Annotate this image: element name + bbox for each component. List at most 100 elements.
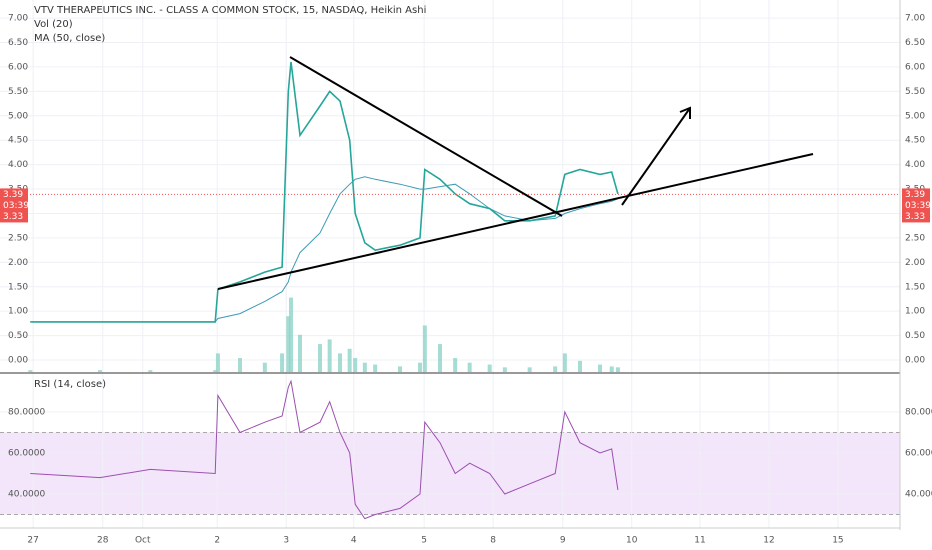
volume-bar bbox=[398, 366, 402, 372]
rsi-band bbox=[0, 432, 900, 515]
y-tick-label: 6.00 bbox=[905, 62, 925, 72]
volume-bar bbox=[318, 344, 322, 372]
volume-bar bbox=[453, 358, 458, 372]
volume-bar bbox=[502, 367, 507, 372]
x-tick-label: 8 bbox=[490, 536, 496, 546]
rsi-title: RSI (14, close) bbox=[34, 379, 106, 390]
x-tick-label: 15 bbox=[832, 536, 843, 546]
volume-bar bbox=[262, 362, 267, 372]
y-tick-label-left: 2.00 bbox=[8, 258, 28, 268]
x-tick-label: 9 bbox=[560, 536, 566, 546]
volume-bar bbox=[467, 362, 472, 372]
volume-bar bbox=[527, 367, 532, 372]
volume-bar bbox=[609, 366, 614, 372]
volume-bar bbox=[289, 297, 294, 372]
y-tick-label-left: 6.50 bbox=[8, 38, 28, 48]
last-price-label: 3.39 bbox=[3, 190, 23, 200]
y-tick-label: 7.00 bbox=[905, 14, 925, 24]
volume-bar bbox=[28, 370, 33, 372]
x-tick-label: Oct bbox=[135, 536, 151, 546]
x-tick-label: 10 bbox=[626, 536, 638, 546]
y-tick-label-left: 5.00 bbox=[8, 111, 28, 121]
volume-bar bbox=[615, 367, 620, 372]
volume-bar bbox=[598, 364, 602, 372]
volume-bar bbox=[298, 334, 302, 372]
legend-ma: MA (50, close) bbox=[34, 33, 105, 44]
arrow-line bbox=[621, 107, 691, 206]
y-tick-label: 4.00 bbox=[905, 160, 925, 170]
volume-bar bbox=[353, 358, 358, 372]
series-line bbox=[30, 379, 619, 520]
y-tick-label-left: 5.50 bbox=[8, 87, 28, 97]
last-price-label: 3.39 bbox=[905, 190, 925, 200]
x-tick-label: 12 bbox=[763, 536, 774, 546]
series-line bbox=[30, 61, 619, 323]
x-tick-label: 27 bbox=[27, 536, 38, 546]
y-tick-label-left: 7.00 bbox=[8, 14, 28, 24]
volume-bar bbox=[215, 353, 220, 372]
drawings bbox=[217, 56, 814, 290]
volume-bar bbox=[98, 370, 102, 372]
x-tick-label: 4 bbox=[351, 536, 357, 546]
y-tick-label-left: 80.0000 bbox=[8, 407, 45, 417]
support-trendline bbox=[217, 153, 814, 290]
low-price-label: 3.33 bbox=[905, 212, 925, 222]
y-tick-label: 60.0000 bbox=[905, 448, 932, 458]
volume-bar bbox=[422, 325, 427, 372]
y-tick-label-left: 4.50 bbox=[8, 136, 28, 146]
y-tick-label: 0.50 bbox=[905, 331, 925, 341]
volume-bar bbox=[418, 362, 422, 372]
volume-bar bbox=[148, 370, 153, 372]
y-tick-label-left: 2.50 bbox=[8, 233, 28, 243]
volume-bar bbox=[438, 344, 442, 372]
y-tick-label: 4.50 bbox=[905, 136, 925, 146]
volume-bar bbox=[327, 339, 332, 372]
price-tag bbox=[902, 188, 930, 223]
y-tick-label-left: 4.00 bbox=[8, 160, 28, 170]
volume-bar bbox=[362, 362, 367, 372]
y-tick-label: 2.50 bbox=[905, 233, 925, 243]
volume-bar bbox=[280, 353, 285, 372]
y-tick-label: 80.0000 bbox=[905, 407, 932, 417]
volume-bar bbox=[373, 364, 378, 372]
price-tag bbox=[0, 188, 28, 223]
y-tick-label-left: 40.0000 bbox=[8, 490, 45, 500]
countdown-label: 03:39 bbox=[3, 201, 29, 211]
y-tick-label-left: 0.50 bbox=[8, 331, 28, 341]
y-tick-label: 2.00 bbox=[905, 258, 925, 268]
y-tick-label-left: 1.50 bbox=[8, 282, 28, 292]
x-tick-label: 3 bbox=[283, 536, 289, 546]
y-tick-label: 1.00 bbox=[905, 307, 925, 317]
volume-bar bbox=[553, 366, 558, 372]
x-tick-label: 28 bbox=[97, 536, 109, 546]
countdown-label: 03:39 bbox=[905, 201, 931, 211]
volume-bar bbox=[213, 370, 218, 372]
y-tick-label-left: 60.0000 bbox=[8, 448, 45, 458]
volume-bar bbox=[286, 316, 291, 372]
y-tick-label: 6.50 bbox=[905, 38, 925, 48]
volume-bar bbox=[238, 358, 242, 372]
volume-bar bbox=[562, 353, 567, 372]
y-tick-label: 5.00 bbox=[905, 111, 925, 121]
x-tick-label: 11 bbox=[694, 536, 705, 546]
resistance-trendline bbox=[289, 56, 563, 217]
y-tick-label: 40.0000 bbox=[905, 490, 932, 500]
volume-bar bbox=[338, 353, 342, 372]
y-tick-label-left: 1.00 bbox=[8, 307, 28, 317]
x-tick-label: 5 bbox=[421, 536, 427, 546]
y-tick-label: 1.50 bbox=[905, 282, 925, 292]
y-tick-label-left: 6.00 bbox=[8, 62, 28, 72]
volume-bar bbox=[347, 348, 352, 372]
legend-volume: Vol (20) bbox=[34, 19, 73, 30]
arrow-head bbox=[679, 106, 691, 119]
volume-bar bbox=[487, 364, 492, 372]
series-line bbox=[30, 176, 619, 323]
x-tick-label: 2 bbox=[214, 536, 220, 546]
chart-title: VTV THERAPEUTICS INC. - CLASS A COMMON S… bbox=[34, 5, 426, 16]
low-price-label: 3.33 bbox=[3, 212, 23, 222]
y-tick-label: 5.50 bbox=[905, 87, 925, 97]
y-tick-label: 0.00 bbox=[905, 356, 925, 366]
volume-bar bbox=[578, 360, 582, 372]
y-tick-label-left: 0.00 bbox=[8, 356, 28, 366]
